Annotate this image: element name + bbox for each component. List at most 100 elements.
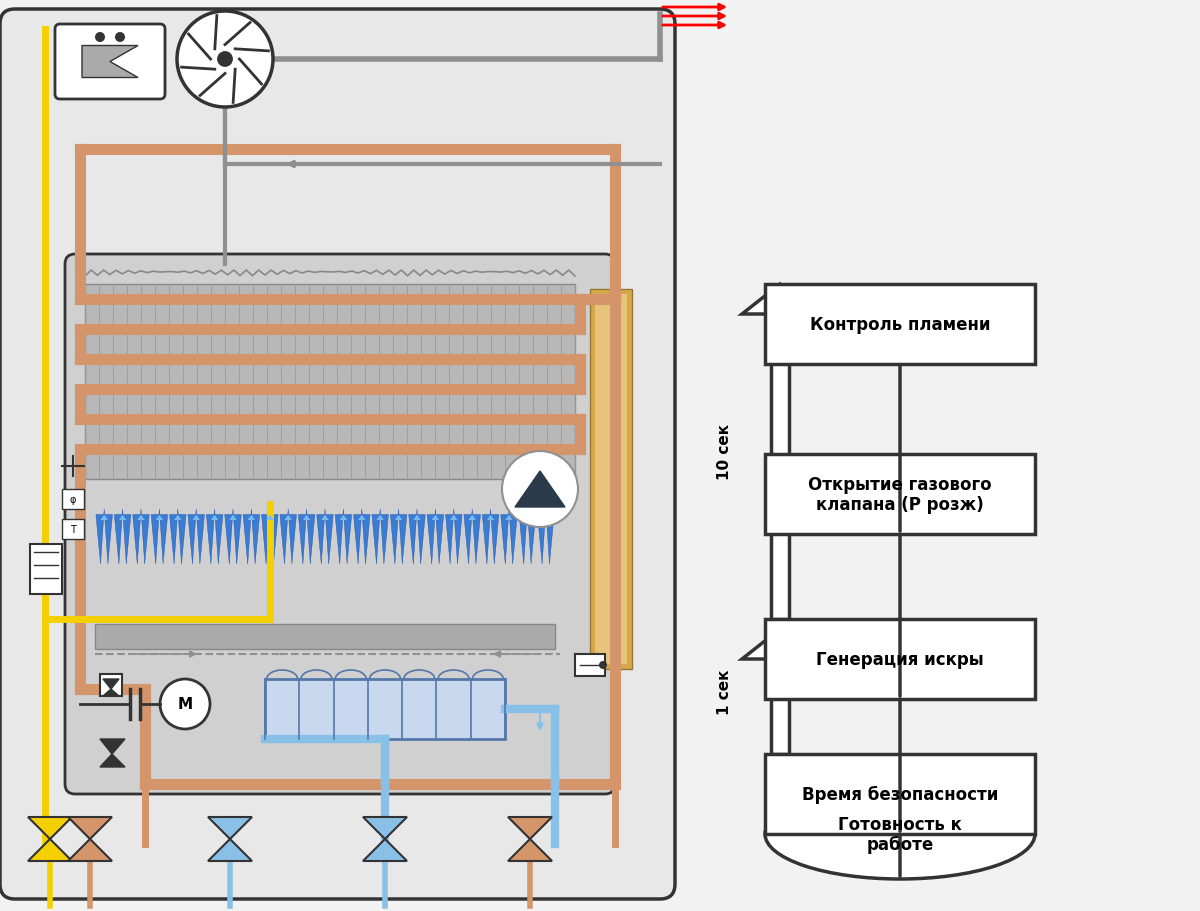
Circle shape	[178, 12, 274, 107]
Polygon shape	[174, 515, 181, 520]
Bar	[766, 455, 1034, 535]
Circle shape	[599, 661, 607, 670]
Polygon shape	[432, 515, 439, 520]
Polygon shape	[68, 839, 112, 861]
Polygon shape	[487, 515, 494, 520]
Polygon shape	[505, 515, 512, 520]
Polygon shape	[390, 509, 407, 565]
Polygon shape	[96, 509, 113, 565]
Polygon shape	[538, 509, 554, 565]
Polygon shape	[317, 509, 334, 565]
Polygon shape	[742, 284, 818, 314]
Polygon shape	[482, 509, 499, 565]
Polygon shape	[192, 515, 200, 520]
Polygon shape	[413, 515, 421, 520]
Text: 10 сек: 10 сек	[718, 424, 732, 480]
Bar	[772, 660, 790, 754]
Bar	[575, 654, 605, 676]
Polygon shape	[119, 515, 126, 520]
Polygon shape	[103, 680, 119, 696]
Circle shape	[502, 452, 578, 527]
Polygon shape	[188, 509, 204, 565]
Polygon shape	[280, 509, 296, 565]
Circle shape	[160, 680, 210, 729]
Polygon shape	[500, 509, 517, 565]
Circle shape	[95, 33, 106, 43]
Polygon shape	[372, 509, 389, 565]
Bar	[590, 290, 632, 670]
Polygon shape	[364, 839, 407, 861]
Text: Генерация искры: Генерация искры	[816, 650, 984, 669]
Polygon shape	[542, 515, 550, 520]
Polygon shape	[206, 509, 223, 565]
Text: Готовность к
работе: Готовность к работе	[838, 814, 962, 854]
Polygon shape	[244, 509, 259, 565]
Polygon shape	[101, 515, 108, 520]
Polygon shape	[335, 509, 352, 565]
Polygon shape	[520, 509, 535, 565]
Polygon shape	[100, 739, 125, 767]
Bar	[85, 284, 575, 479]
Polygon shape	[427, 509, 444, 565]
Polygon shape	[299, 509, 314, 565]
Polygon shape	[156, 515, 163, 520]
Text: M: M	[178, 697, 192, 711]
Polygon shape	[208, 839, 252, 861]
Bar	[62, 489, 84, 509]
Polygon shape	[262, 509, 278, 565]
Text: Контроль пламени: Контроль пламени	[810, 315, 990, 333]
Bar	[95, 624, 556, 650]
Polygon shape	[302, 515, 311, 520]
Polygon shape	[468, 515, 476, 520]
Polygon shape	[208, 817, 252, 839]
Polygon shape	[742, 630, 818, 660]
Text: Открытие газового
клапана (Р розж): Открытие газового клапана (Р розж)	[808, 475, 992, 514]
Circle shape	[218, 53, 233, 67]
Polygon shape	[133, 509, 149, 565]
Circle shape	[115, 33, 125, 43]
Polygon shape	[508, 817, 552, 839]
FancyBboxPatch shape	[55, 25, 166, 100]
Polygon shape	[445, 509, 462, 565]
Polygon shape	[114, 509, 131, 565]
Polygon shape	[169, 509, 186, 565]
Bar	[62, 519, 84, 539]
Polygon shape	[137, 515, 145, 520]
Polygon shape	[354, 509, 370, 565]
Polygon shape	[211, 515, 218, 520]
Polygon shape	[515, 472, 565, 507]
Polygon shape	[523, 515, 532, 520]
Text: φ: φ	[70, 495, 77, 505]
Polygon shape	[322, 515, 329, 520]
Polygon shape	[377, 515, 384, 520]
Bar	[265, 680, 505, 739]
Polygon shape	[68, 817, 112, 839]
Polygon shape	[28, 839, 72, 861]
Polygon shape	[508, 839, 552, 861]
Polygon shape	[266, 515, 274, 520]
Polygon shape	[247, 515, 256, 520]
Polygon shape	[284, 515, 292, 520]
FancyBboxPatch shape	[0, 10, 676, 899]
Polygon shape	[450, 515, 457, 520]
Bar	[772, 314, 790, 619]
Polygon shape	[358, 515, 366, 520]
Text: 1 сек: 1 сек	[718, 669, 732, 714]
Text: T: T	[70, 525, 76, 535]
Ellipse shape	[766, 789, 1034, 879]
Text: Время безопасности: Время безопасности	[802, 785, 998, 804]
Bar	[766, 754, 1034, 834]
Polygon shape	[28, 817, 72, 839]
Bar	[595, 294, 628, 664]
Polygon shape	[82, 46, 138, 78]
Polygon shape	[151, 509, 168, 565]
FancyBboxPatch shape	[65, 255, 616, 794]
Polygon shape	[395, 515, 402, 520]
Polygon shape	[409, 509, 425, 565]
Bar	[766, 284, 1034, 364]
Polygon shape	[229, 515, 236, 520]
Polygon shape	[340, 515, 347, 520]
Polygon shape	[464, 509, 480, 565]
Bar	[30, 545, 62, 594]
Bar	[766, 619, 1034, 700]
